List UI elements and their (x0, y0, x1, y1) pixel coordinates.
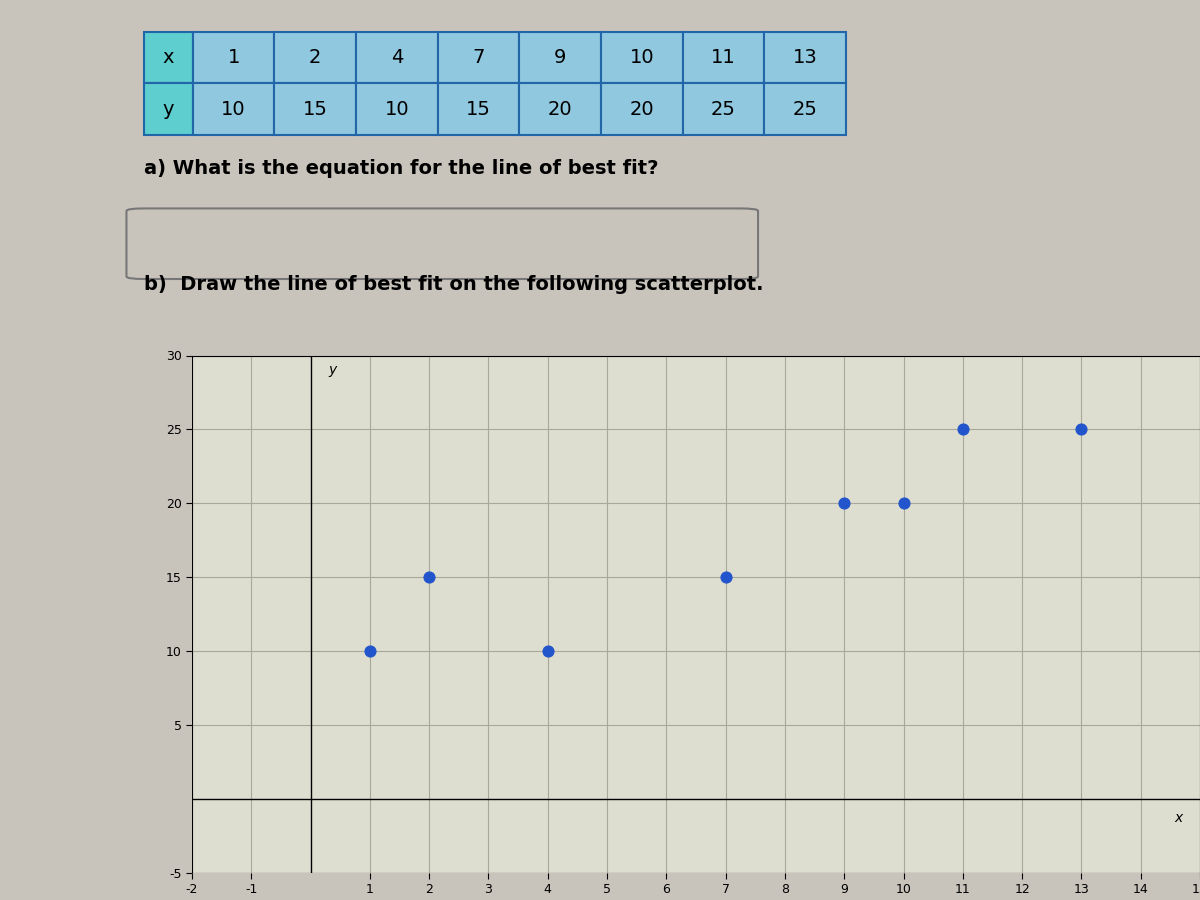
Text: x: x (163, 48, 174, 67)
Point (1072, 422, 1091, 436)
Bar (764, 84, 846, 135)
Text: b)  Draw the line of best fit on the following scatterplot.: b) Draw the line of best fit on the foll… (144, 274, 763, 293)
FancyBboxPatch shape (126, 209, 758, 279)
Point (360, 644, 379, 659)
Text: 15: 15 (302, 100, 328, 119)
Text: a) What is the equation for the line of best fit?: a) What is the equation for the line of … (144, 159, 659, 178)
Bar (764, 32, 846, 84)
Bar (275, 84, 356, 135)
Bar (438, 84, 520, 135)
Bar (683, 32, 764, 84)
Bar (144, 84, 193, 135)
Bar (193, 32, 275, 84)
Text: 1: 1 (228, 48, 240, 67)
Text: 7: 7 (473, 48, 485, 67)
Bar (601, 84, 683, 135)
Bar (144, 32, 193, 84)
Bar (193, 84, 275, 135)
Text: y: y (329, 363, 337, 377)
Point (835, 496, 854, 510)
Text: x: x (1174, 811, 1182, 825)
Text: 9: 9 (554, 48, 566, 67)
Bar (683, 84, 764, 135)
Text: 13: 13 (792, 48, 817, 67)
Point (953, 422, 972, 436)
Bar (520, 32, 601, 84)
Text: 2: 2 (310, 48, 322, 67)
Text: 4: 4 (391, 48, 403, 67)
Text: 10: 10 (221, 100, 246, 119)
Text: 11: 11 (710, 48, 736, 67)
Bar (601, 32, 683, 84)
Bar (438, 32, 520, 84)
Text: 25: 25 (710, 100, 736, 119)
Text: 15: 15 (466, 100, 491, 119)
Point (538, 644, 557, 659)
Bar (356, 32, 438, 84)
Text: 20: 20 (630, 100, 654, 119)
Text: 10: 10 (384, 100, 409, 119)
Point (716, 570, 736, 584)
Text: y: y (163, 100, 174, 119)
Bar (520, 84, 601, 135)
Text: 10: 10 (630, 48, 654, 67)
Text: 20: 20 (547, 100, 572, 119)
Text: 25: 25 (792, 100, 817, 119)
Point (420, 570, 439, 584)
Bar (275, 32, 356, 84)
Bar (356, 84, 438, 135)
Point (894, 496, 913, 510)
